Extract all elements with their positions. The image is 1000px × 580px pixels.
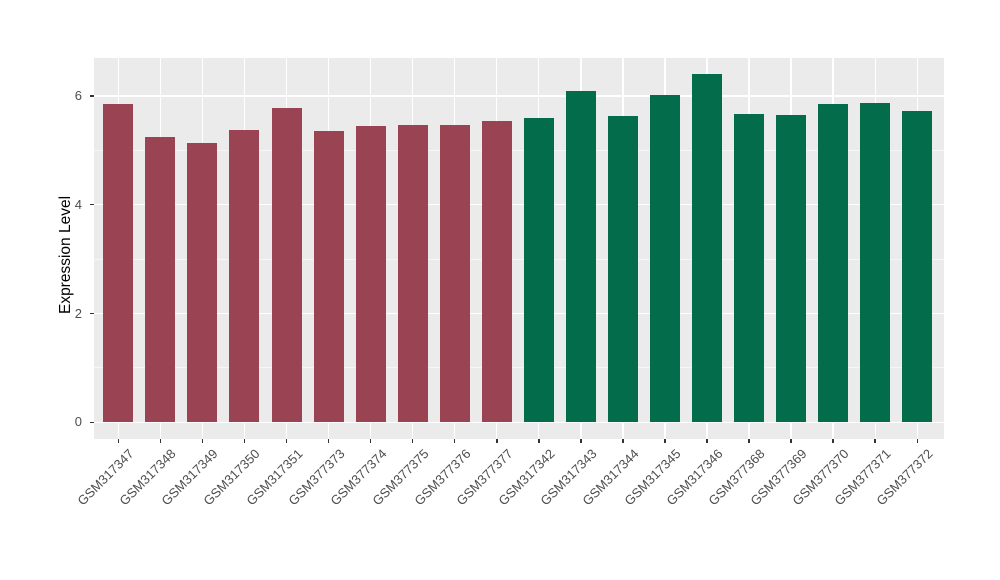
bar [649,94,680,423]
bar [103,103,134,423]
x-tick-mark [622,439,624,443]
gridline-major [94,203,944,206]
x-tick-mark [706,439,708,443]
bar [481,120,512,423]
gridline-major [94,312,944,315]
x-tick-mark [159,439,162,443]
bar [313,130,344,423]
x-tick-mark [790,439,792,443]
x-tick-mark [201,439,204,443]
y-tick-label: 6 [74,87,82,103]
bar [145,137,176,423]
gridline-minor [94,258,944,260]
x-tick-mark [664,439,666,443]
x-tick-mark [243,439,246,443]
bar [607,116,638,423]
y-tick-mark [89,312,94,315]
y-axis-title: Expression Level [57,195,74,315]
x-tick-mark [411,439,414,443]
x-tick-mark [832,439,834,443]
x-tick-mark [327,439,330,443]
bar [692,74,722,423]
bar [271,107,302,423]
gridline-major [94,95,944,97]
bar [565,91,596,423]
x-tick-mark [285,439,288,443]
bar [776,114,807,423]
x-tick-mark [874,439,876,443]
bar [439,125,470,423]
x-tick-mark [538,439,540,443]
y-tick-label: 4 [74,196,82,212]
y-tick-mark [89,421,94,424]
bar [734,113,765,423]
bar [187,143,218,423]
gridline-major [94,421,944,424]
y-tick-mark [89,203,94,206]
plot-panel [94,58,944,439]
y-tick-mark [89,95,94,97]
x-tick-mark [748,439,750,443]
x-tick-mark [580,439,582,443]
gridline-minor [94,367,944,369]
x-tick-mark [496,439,498,443]
gridline-minor [94,149,944,151]
bar [229,129,260,423]
bar [902,111,933,423]
y-tick-label: 0 [74,414,82,430]
bar [818,104,849,423]
x-tick-mark [916,439,918,443]
bar [523,117,554,423]
bar [355,126,386,423]
bar [397,124,428,423]
x-tick-mark [369,439,372,443]
x-tick-mark [117,439,120,443]
x-tick-mark [453,439,456,443]
y-tick-label: 2 [74,305,82,321]
bar [860,103,891,423]
